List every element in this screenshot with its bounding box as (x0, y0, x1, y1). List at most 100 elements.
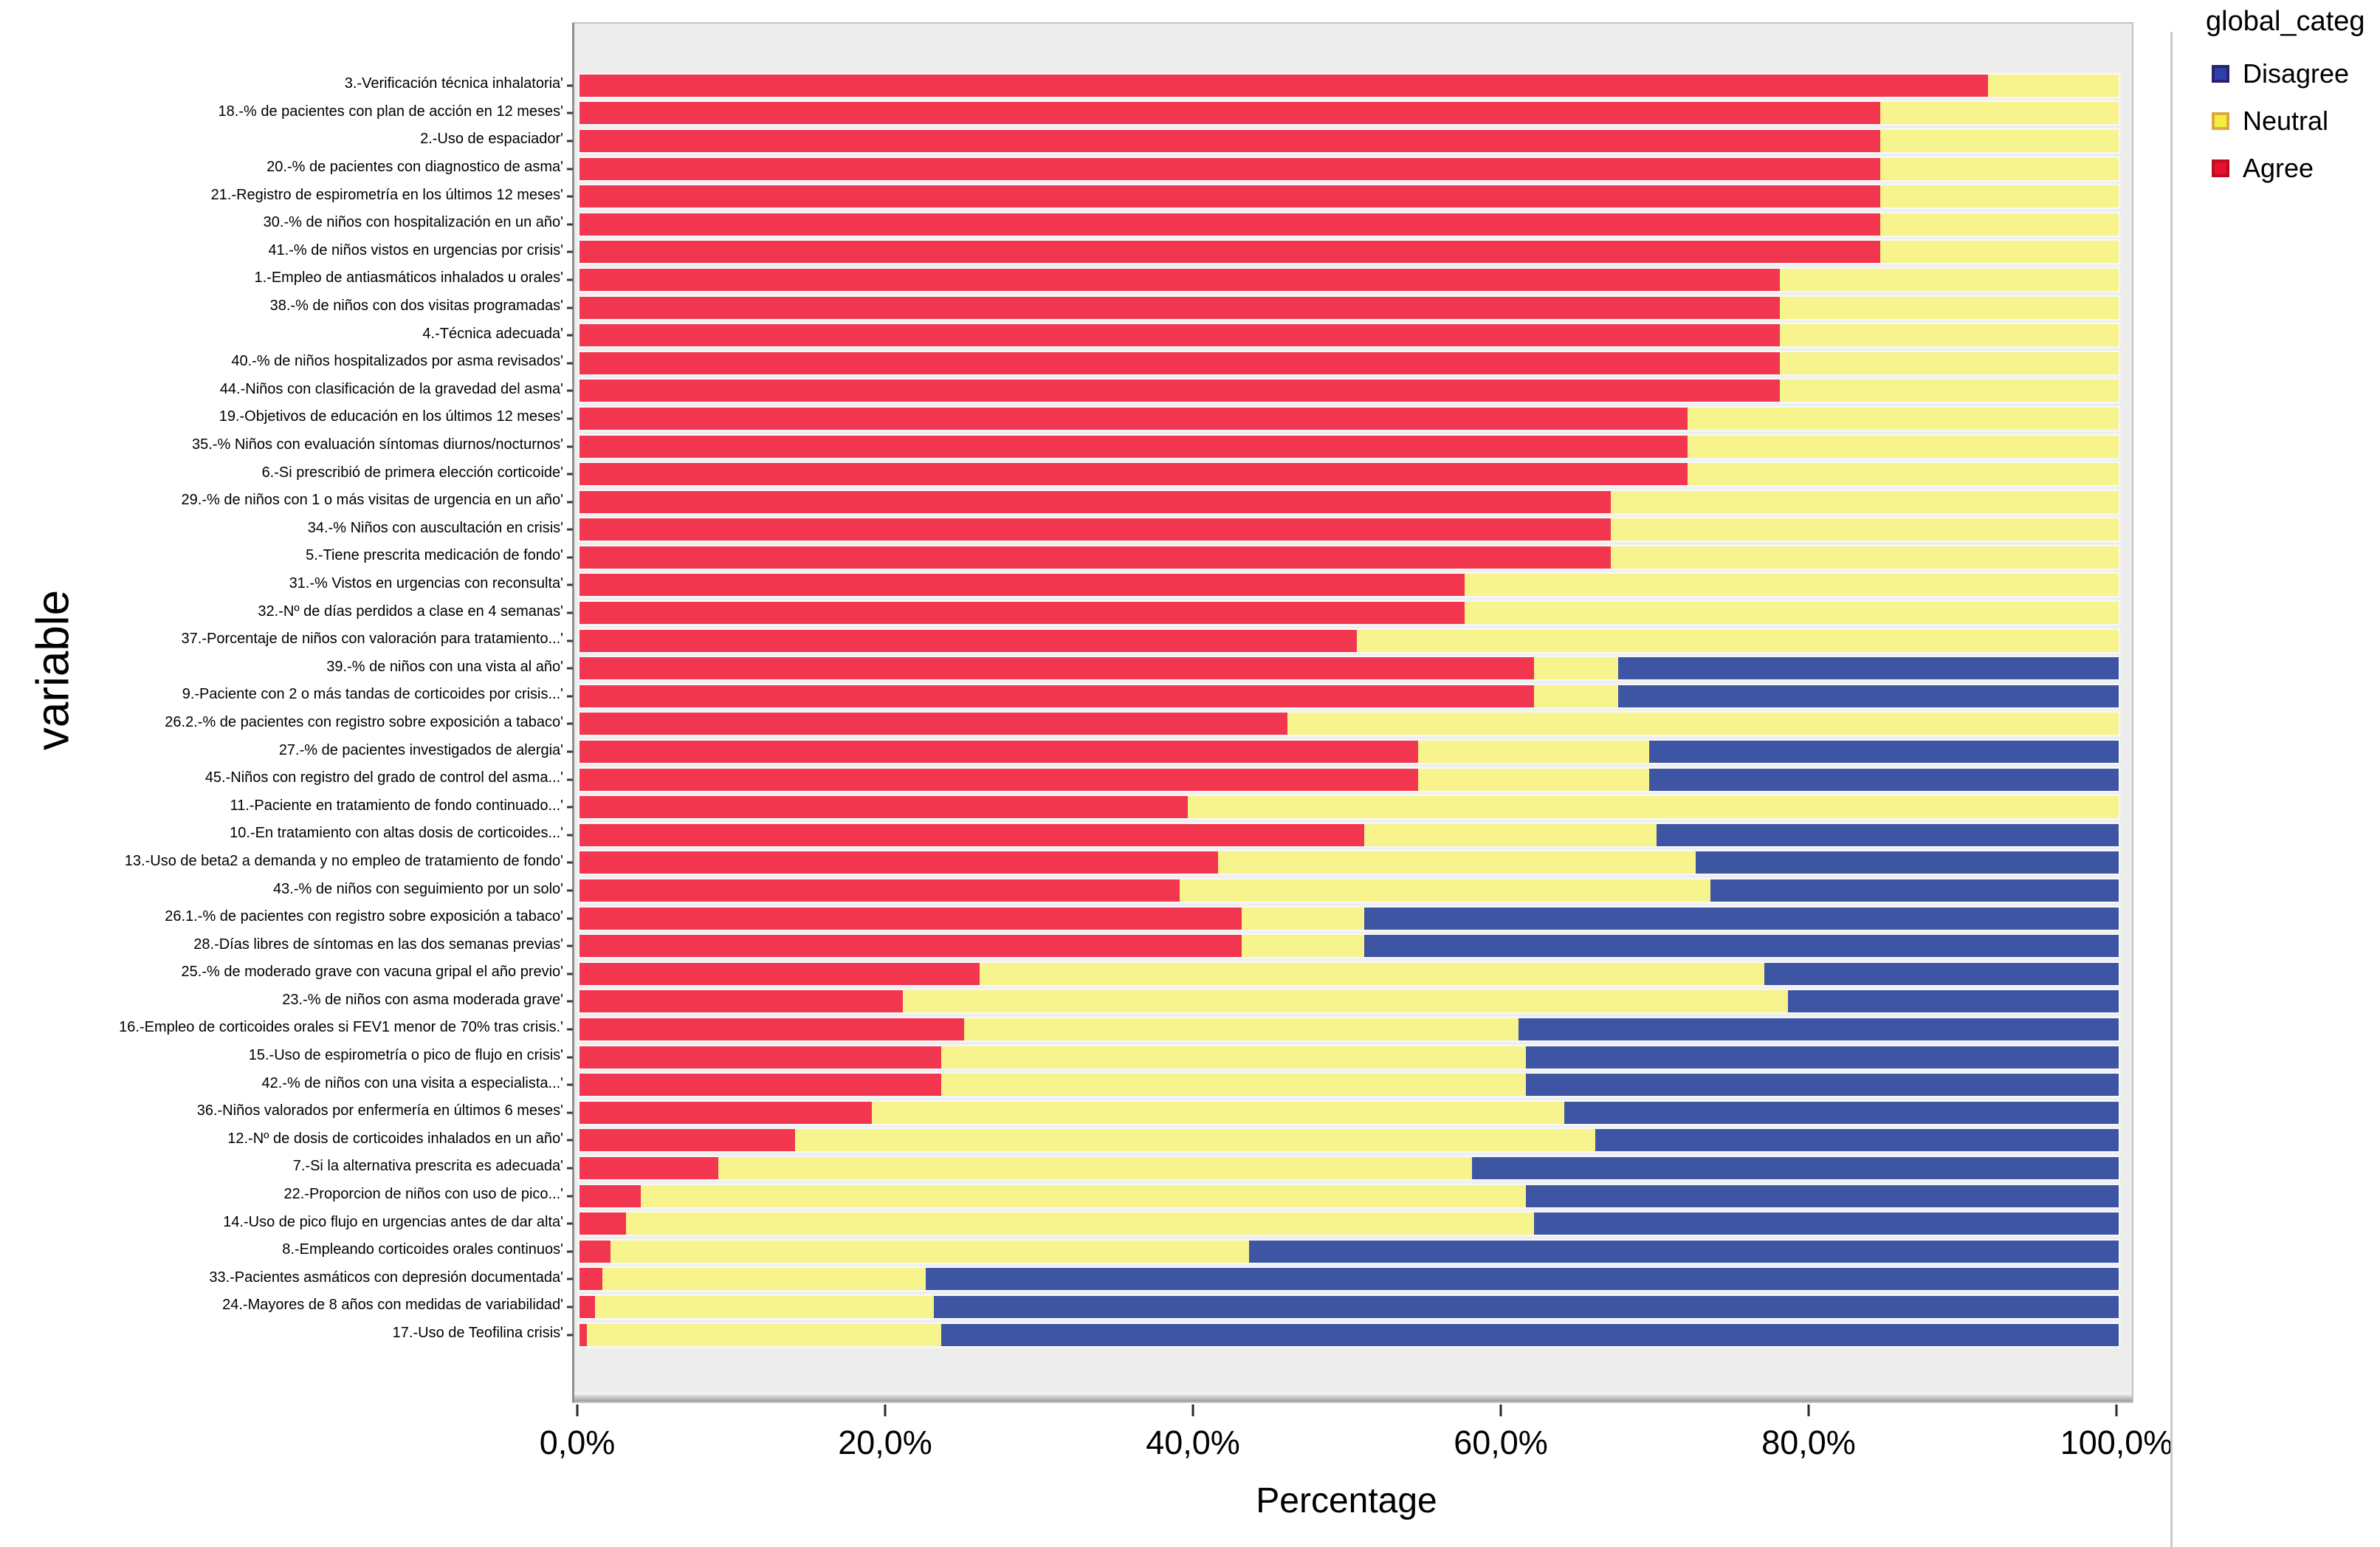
stacked-bar (579, 546, 2119, 569)
bar-segment-agree (579, 268, 1781, 291)
bar-row (574, 266, 2132, 294)
bar-segment-agree (579, 102, 1880, 125)
y-axis-label: 25.-% de moderado grave con vacuna gripa… (181, 964, 563, 981)
bar-segment-agree (579, 1156, 718, 1179)
bar-segment-neutral (1879, 241, 2119, 264)
stacked-bar (579, 1212, 2119, 1235)
bar-segment-neutral (794, 1129, 1596, 1152)
bar-segment-neutral (940, 1046, 1527, 1069)
bar-segment-disagree (1518, 1018, 2119, 1040)
y-axis-label: 40.-% de niños hospitalizados por asma r… (231, 353, 563, 370)
y-axis-label: 44.-Niños con clasificación de la graved… (219, 380, 563, 397)
bar-segment-neutral (594, 1295, 934, 1318)
y-axis-label: 3.-Verificación técnica inhalatoria' (344, 75, 563, 92)
bar-row (574, 988, 2132, 1016)
bar-segment-neutral (1879, 157, 2119, 180)
bar-segment-neutral (1533, 685, 1619, 707)
x-tick-mark (1807, 1404, 1810, 1416)
stacked-bar (579, 907, 2119, 930)
bar-row (574, 127, 2132, 155)
bar-row (574, 1015, 2132, 1043)
bar-segment-disagree (1710, 879, 2119, 902)
legend-swatch-icon (2212, 112, 2229, 130)
bar-segment-neutral (1533, 657, 1619, 680)
bar-segment-neutral (625, 1212, 1534, 1235)
bar-row (574, 1071, 2132, 1099)
plot-area (572, 22, 2133, 1403)
bar-segment-neutral (1780, 324, 2119, 347)
bar-segment-agree (579, 602, 1465, 625)
y-axis-label: 26.1.-% de pacientes con registro sobre … (165, 908, 563, 925)
bar-segment-neutral (1879, 129, 2119, 152)
bar-segment-disagree (1618, 685, 2119, 707)
y-axis-label: 16.-Empleo de corticoides orales si FEV1… (119, 1019, 563, 1036)
bar-segment-agree (579, 713, 1288, 735)
bar-segment-neutral (940, 1074, 1527, 1097)
stacked-bar (579, 713, 2119, 735)
bar-segment-disagree (940, 1323, 2119, 1346)
y-axis-label: 7.-Si la alternativa prescrita es adecua… (292, 1158, 563, 1175)
bar-segment-neutral (1688, 407, 2119, 430)
bar-segment-agree (579, 435, 1688, 458)
bar-segment-neutral (602, 1268, 926, 1291)
stacked-bar (579, 351, 2119, 374)
bar-segment-neutral (1287, 713, 2119, 735)
bar-segment-agree (579, 935, 1242, 958)
bar-segment-disagree (1472, 1156, 2119, 1179)
y-axis-label: 28.-Días libres de síntomas en las dos s… (193, 936, 563, 953)
bar-segment-agree (579, 490, 1611, 513)
bar-row (574, 1127, 2132, 1155)
bar-segment-neutral (1879, 213, 2119, 236)
stacked-bar (579, 990, 2119, 1013)
bar-segment-agree (579, 213, 1880, 236)
bar-segment-agree (579, 1101, 873, 1124)
stacked-bar (579, 741, 2119, 764)
y-axis-label: 37.-Porcentaje de niños con valoración p… (181, 631, 563, 648)
bar-segment-disagree (1364, 935, 2119, 958)
stacked-bar (579, 1129, 2119, 1152)
legend-items: Disagree Neutral Agree (2206, 58, 2380, 184)
y-axis-label: 13.-Uso de beta2 a demanda y no empleo d… (124, 852, 563, 869)
bar-row (574, 239, 2132, 267)
y-axis-label: 17.-Uso de Teofilina crisis' (392, 1325, 563, 1342)
stacked-bar (579, 574, 2119, 597)
bar-segment-disagree (1618, 657, 2119, 680)
bar-row (574, 1238, 2132, 1266)
bar-segment-neutral (1987, 74, 2119, 97)
bar-segment-agree (579, 518, 1611, 541)
stacked-bar (579, 1240, 2119, 1263)
x-axis: 0,0% 20,0% 40,0% 60,0% 80,0% 100,0% (540, 1403, 2173, 1492)
y-axis-labels: 3.-Verificación técnica inhalatoria' 18.-… (0, 70, 563, 1347)
stacked-bar (579, 1323, 2119, 1346)
stacked-bar (579, 490, 2119, 513)
bar-row (574, 210, 2132, 239)
stacked-bar (579, 435, 2119, 458)
bar-row (574, 460, 2132, 488)
bar-segment-agree (579, 1184, 642, 1207)
y-axis-label: 31.-% Vistos en urgencias con reconsulta… (289, 574, 563, 591)
y-axis-label: 21.-Registro de espirometría en los últi… (210, 186, 563, 203)
bar-row (574, 377, 2132, 405)
bar-segment-agree (579, 1268, 603, 1291)
bar-row (574, 516, 2132, 544)
x-tick-label: 40,0% (1146, 1424, 1240, 1461)
bar-row (574, 766, 2132, 794)
bar-row (574, 793, 2132, 821)
y-axis-label: 12.-Nº de dosis de corticoides inhalados… (227, 1130, 563, 1147)
bars-layer (574, 72, 2132, 1348)
bar-segment-agree (579, 657, 1534, 680)
legend-label: Disagree (2243, 58, 2350, 89)
x-tick-mark (1191, 1404, 1194, 1416)
bar-segment-agree (579, 741, 1419, 764)
stacked-bar (579, 1295, 2119, 1318)
bar-segment-neutral (587, 1323, 941, 1346)
bar-segment-agree (579, 1129, 795, 1152)
bar-segment-neutral (1610, 518, 2119, 541)
y-axis-label: 8.-Empleando corticoides orales continuo… (282, 1241, 563, 1258)
bar-segment-disagree (1649, 741, 2119, 764)
bar-segment-neutral (1879, 185, 2119, 208)
y-axis-label: 1.-Empleo de antiasmáticos inhalados u o… (254, 270, 564, 287)
bar-row (574, 1043, 2132, 1071)
x-axis-title: Percentage (1256, 1481, 1437, 1520)
bar-row (574, 1321, 2132, 1349)
